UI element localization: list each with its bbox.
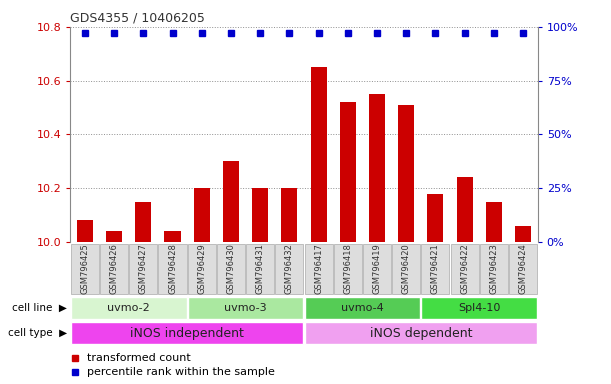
FancyBboxPatch shape <box>422 298 537 319</box>
Text: GSM796422: GSM796422 <box>460 243 469 294</box>
Bar <box>106 231 122 242</box>
Text: GSM796417: GSM796417 <box>314 243 323 295</box>
Text: GSM796426: GSM796426 <box>109 243 119 295</box>
Bar <box>135 202 152 242</box>
Text: Spl4-10: Spl4-10 <box>458 303 500 313</box>
Text: GSM796429: GSM796429 <box>197 243 207 294</box>
Bar <box>310 67 327 242</box>
Bar <box>515 226 531 242</box>
FancyBboxPatch shape <box>188 298 304 319</box>
FancyBboxPatch shape <box>130 244 157 293</box>
Text: uvmo-4: uvmo-4 <box>341 303 384 313</box>
Text: iNOS dependent: iNOS dependent <box>370 327 472 339</box>
Text: GSM796428: GSM796428 <box>168 243 177 295</box>
Text: GSM796421: GSM796421 <box>431 243 440 294</box>
Text: GSM796418: GSM796418 <box>343 243 353 295</box>
Bar <box>252 188 268 242</box>
Text: uvmo-3: uvmo-3 <box>224 303 267 313</box>
Text: cell type  ▶: cell type ▶ <box>8 328 67 338</box>
Text: GSM796419: GSM796419 <box>373 243 381 294</box>
Text: GSM796432: GSM796432 <box>285 243 294 295</box>
FancyBboxPatch shape <box>304 323 537 344</box>
Bar <box>340 102 356 242</box>
FancyBboxPatch shape <box>100 244 128 293</box>
Bar <box>369 94 385 242</box>
FancyBboxPatch shape <box>71 298 186 319</box>
Text: GSM796420: GSM796420 <box>401 243 411 294</box>
FancyBboxPatch shape <box>188 244 216 293</box>
Bar <box>456 177 473 242</box>
Bar <box>428 194 444 242</box>
Bar <box>164 231 180 242</box>
Bar <box>194 188 210 242</box>
FancyBboxPatch shape <box>217 244 245 293</box>
FancyBboxPatch shape <box>304 298 420 319</box>
FancyBboxPatch shape <box>71 244 99 293</box>
FancyBboxPatch shape <box>480 244 508 293</box>
Bar <box>281 188 298 242</box>
Text: transformed count: transformed count <box>87 353 191 363</box>
Text: GSM796431: GSM796431 <box>255 243 265 295</box>
Text: GSM796424: GSM796424 <box>519 243 527 294</box>
Bar <box>223 161 239 242</box>
Text: percentile rank within the sample: percentile rank within the sample <box>87 367 274 377</box>
FancyBboxPatch shape <box>363 244 391 293</box>
Text: uvmo-2: uvmo-2 <box>108 303 150 313</box>
Text: cell line  ▶: cell line ▶ <box>12 303 67 313</box>
Text: GSM796423: GSM796423 <box>489 243 499 295</box>
FancyBboxPatch shape <box>158 244 186 293</box>
FancyBboxPatch shape <box>509 244 537 293</box>
Text: GDS4355 / 10406205: GDS4355 / 10406205 <box>70 11 205 24</box>
Text: iNOS independent: iNOS independent <box>130 327 244 339</box>
Text: GSM796430: GSM796430 <box>227 243 235 295</box>
Bar <box>77 220 93 242</box>
FancyBboxPatch shape <box>71 323 304 344</box>
Bar <box>486 202 502 242</box>
FancyBboxPatch shape <box>334 244 362 293</box>
FancyBboxPatch shape <box>451 244 478 293</box>
FancyBboxPatch shape <box>246 244 274 293</box>
FancyBboxPatch shape <box>304 244 332 293</box>
Text: GSM796425: GSM796425 <box>81 243 89 294</box>
Bar <box>398 105 414 242</box>
FancyBboxPatch shape <box>392 244 420 293</box>
FancyBboxPatch shape <box>422 244 450 293</box>
FancyBboxPatch shape <box>276 244 304 293</box>
Text: GSM796427: GSM796427 <box>139 243 148 295</box>
